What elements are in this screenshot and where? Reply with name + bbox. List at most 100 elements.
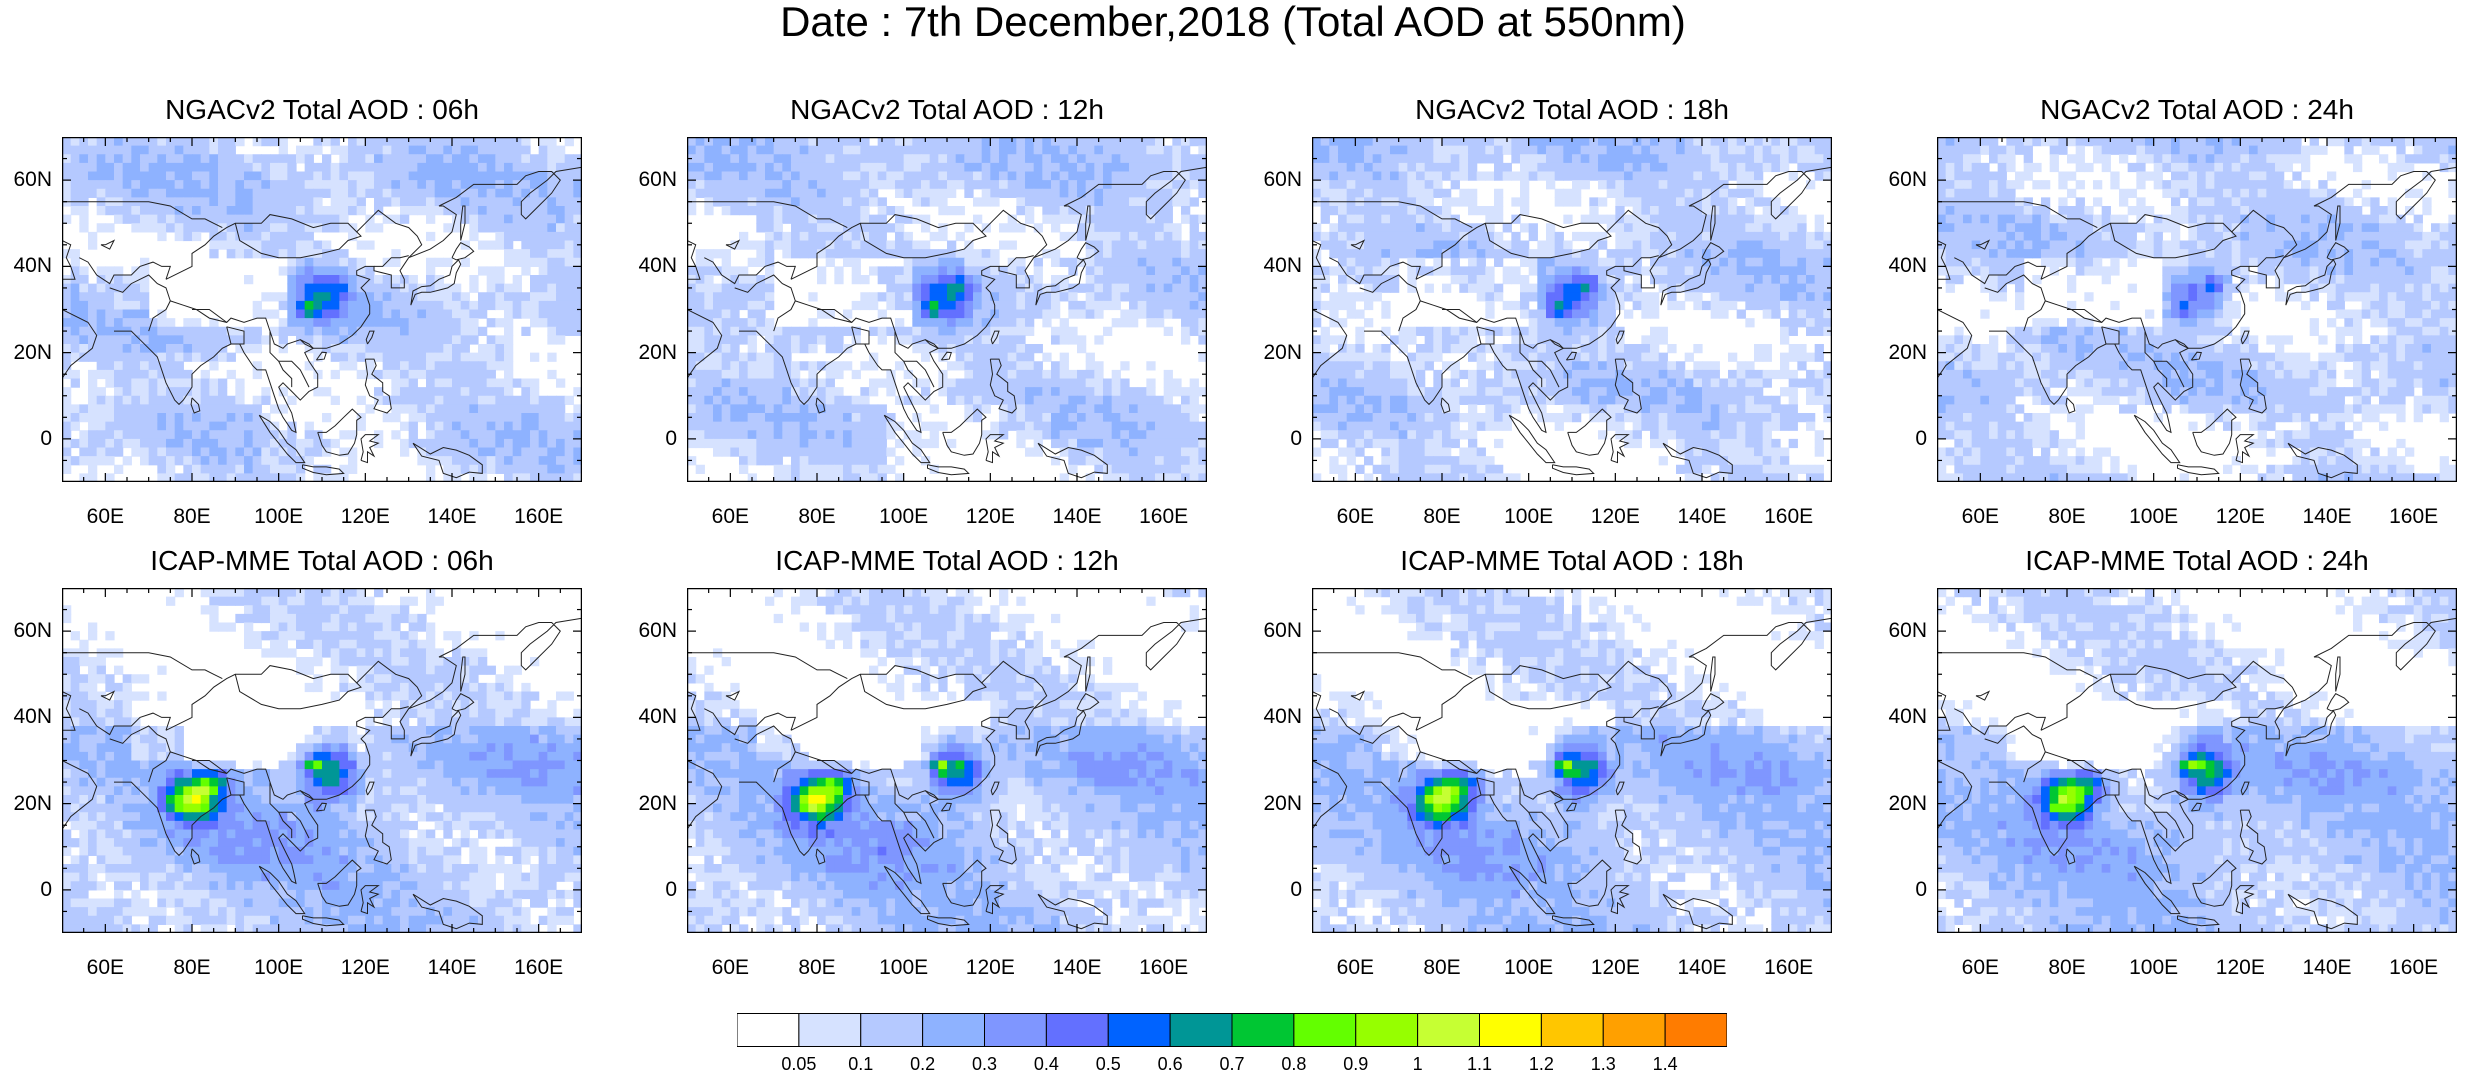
- aod-field: [1937, 588, 2457, 933]
- x-tick-label: 160E: [1754, 506, 1824, 528]
- x-tick-label: 140E: [1667, 506, 1737, 528]
- colorbar-label: 1.1: [1455, 1054, 1505, 1074]
- x-tick-label: 60E: [1320, 506, 1390, 528]
- x-tick-label: 140E: [1042, 957, 1112, 979]
- x-tick-label: 100E: [1494, 506, 1564, 528]
- y-tick-label: 60N: [0, 169, 52, 191]
- y-tick-label: 20N: [1867, 793, 1927, 815]
- x-tick-label: 80E: [1407, 506, 1477, 528]
- aod-field: [687, 588, 1207, 933]
- aod-field: [687, 137, 1207, 482]
- y-tick-label: 60N: [1242, 620, 1302, 642]
- aod-field: [62, 137, 582, 482]
- aod-map: [1937, 588, 2457, 933]
- aod-map: [1937, 137, 2457, 482]
- x-tick-label: 120E: [1580, 506, 1650, 528]
- aod-field: [1312, 588, 1832, 933]
- colorbar-box: [1170, 1014, 1232, 1047]
- colorbar: [737, 1013, 1727, 1047]
- y-tick-label: 40N: [1867, 255, 1927, 277]
- x-tick-label: 140E: [1042, 506, 1112, 528]
- colorbar-box: [1046, 1014, 1108, 1047]
- x-tick-label: 120E: [2205, 506, 2275, 528]
- aod-map: [62, 588, 582, 933]
- x-tick-label: 140E: [1667, 957, 1737, 979]
- colorbar-label: 0.1: [836, 1054, 886, 1074]
- aod-map: [1312, 588, 1832, 933]
- x-tick-label: 160E: [504, 957, 574, 979]
- colorbar-box: [861, 1014, 923, 1047]
- colorbar-box: [799, 1014, 861, 1047]
- colorbar-label: 0.4: [1021, 1054, 1071, 1074]
- colorbar-label: 0.6: [1145, 1054, 1195, 1074]
- aod-map: [1312, 137, 1832, 482]
- x-tick-label: 100E: [2119, 957, 2189, 979]
- panel-title: NGACv2 Total AOD : 24h: [1937, 94, 2457, 126]
- y-tick-label: 0: [0, 428, 52, 450]
- y-tick-label: 0: [617, 428, 677, 450]
- y-tick-label: 0: [617, 879, 677, 901]
- x-tick-label: 160E: [2379, 957, 2449, 979]
- x-tick-label: 120E: [330, 506, 400, 528]
- panel-title: NGACv2 Total AOD : 18h: [1312, 94, 1832, 126]
- colorbar-box: [1418, 1014, 1480, 1047]
- x-tick-label: 140E: [417, 957, 487, 979]
- colorbar-box: [1108, 1014, 1170, 1047]
- y-tick-label: 0: [1242, 879, 1302, 901]
- colorbar-box: [1232, 1014, 1294, 1047]
- x-tick-label: 100E: [869, 957, 939, 979]
- panel-title: ICAP-MME Total AOD : 18h: [1312, 545, 1832, 577]
- colorbar-label: 0.2: [898, 1054, 948, 1074]
- x-tick-label: 120E: [955, 506, 1025, 528]
- x-tick-label: 160E: [1129, 506, 1199, 528]
- y-tick-label: 40N: [0, 706, 52, 728]
- panel-title: NGACv2 Total AOD : 06h: [62, 94, 582, 126]
- aod-field: [1312, 137, 1832, 482]
- x-tick-label: 60E: [1945, 506, 2015, 528]
- x-tick-label: 80E: [782, 957, 852, 979]
- colorbar-box: [1480, 1014, 1542, 1047]
- y-tick-label: 0: [1867, 428, 1927, 450]
- x-tick-label: 100E: [244, 506, 314, 528]
- colorbar-label: 0.7: [1207, 1054, 1257, 1074]
- x-tick-label: 140E: [2292, 957, 2362, 979]
- aod-map: [687, 137, 1207, 482]
- x-tick-label: 100E: [244, 957, 314, 979]
- colorbar-label: 0.05: [774, 1054, 824, 1074]
- x-tick-label: 160E: [1754, 957, 1824, 979]
- x-tick-label: 80E: [157, 506, 227, 528]
- colorbar-label: 0.8: [1269, 1054, 1319, 1074]
- y-tick-label: 60N: [617, 620, 677, 642]
- colorbar-box: [1665, 1014, 1727, 1047]
- colorbar-box: [985, 1014, 1047, 1047]
- colorbar-label: 0.5: [1083, 1054, 1133, 1074]
- x-tick-label: 120E: [1580, 957, 1650, 979]
- y-tick-label: 20N: [1242, 793, 1302, 815]
- colorbar-label: 1.2: [1516, 1054, 1566, 1074]
- colorbar-box: [1294, 1014, 1356, 1047]
- y-tick-label: 60N: [0, 620, 52, 642]
- x-tick-label: 120E: [2205, 957, 2275, 979]
- x-tick-label: 120E: [955, 957, 1025, 979]
- colorbar-box: [1541, 1014, 1603, 1047]
- x-tick-label: 160E: [2379, 506, 2449, 528]
- colorbar-box: [1603, 1014, 1665, 1047]
- x-tick-label: 120E: [330, 957, 400, 979]
- colorbar-box: [737, 1014, 799, 1047]
- y-tick-label: 0: [0, 879, 52, 901]
- x-tick-label: 160E: [504, 506, 574, 528]
- y-tick-label: 60N: [617, 169, 677, 191]
- y-tick-label: 20N: [1867, 342, 1927, 364]
- x-tick-label: 160E: [1129, 957, 1199, 979]
- y-tick-label: 40N: [617, 706, 677, 728]
- y-tick-label: 20N: [617, 342, 677, 364]
- x-tick-label: 100E: [869, 506, 939, 528]
- x-tick-label: 140E: [417, 506, 487, 528]
- aod-field: [62, 588, 582, 933]
- panel-title: ICAP-MME Total AOD : 12h: [687, 545, 1207, 577]
